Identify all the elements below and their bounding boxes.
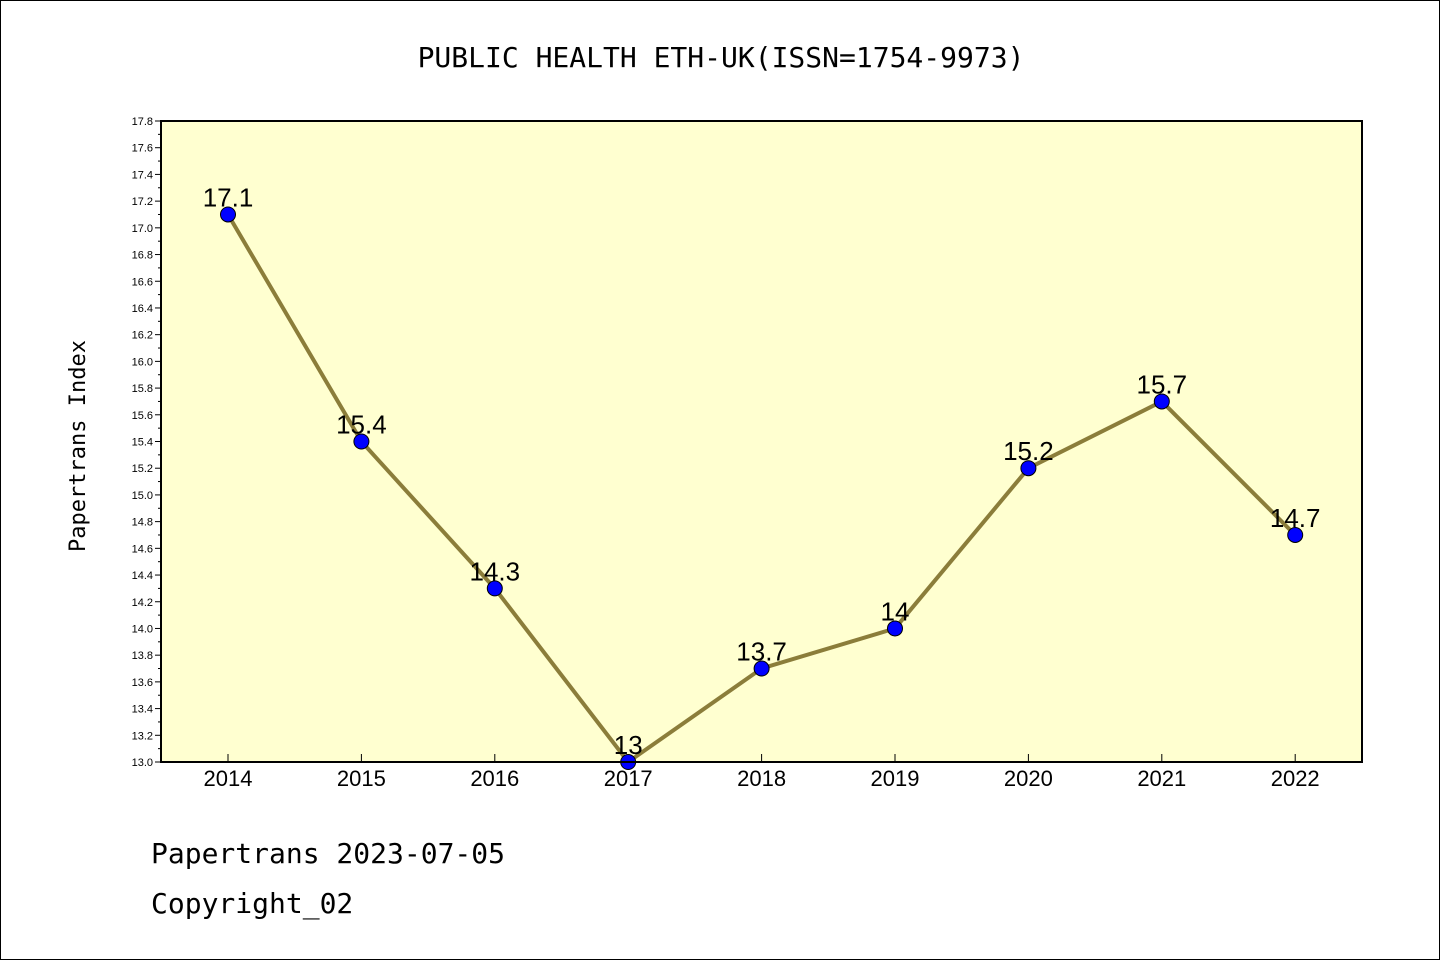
y-tick-label: 17.4 bbox=[132, 169, 153, 181]
y-tick-label: 16.2 bbox=[132, 330, 153, 342]
data-point bbox=[353, 433, 370, 450]
y-tick-label: 15.6 bbox=[132, 410, 153, 422]
y-tick-label: 17.8 bbox=[132, 116, 153, 128]
plot-border bbox=[160, 120, 1363, 763]
y-tick-label: 15.4 bbox=[132, 437, 153, 449]
chart-title: PUBLIC HEALTH ETH-UK(ISSN=1754-9973) bbox=[418, 41, 1025, 74]
data-label: 15.7 bbox=[1136, 369, 1187, 399]
data-point bbox=[1287, 526, 1304, 543]
y-tick-label: 14.4 bbox=[132, 570, 153, 582]
data-point bbox=[1153, 393, 1170, 410]
y-tick-label: 16.8 bbox=[132, 250, 153, 262]
data-label: 15.4 bbox=[336, 410, 387, 440]
y-tick-label: 15.2 bbox=[132, 463, 153, 475]
y-tick-label: 16.0 bbox=[132, 356, 153, 368]
y-tick-label: 17.0 bbox=[132, 223, 153, 235]
y-tick-label: 17.2 bbox=[132, 196, 153, 208]
x-tick-label: 2022 bbox=[1271, 766, 1320, 791]
footer-date: Papertrans 2023-07-05 bbox=[151, 837, 506, 870]
data-label: 15.2 bbox=[1003, 436, 1054, 466]
data-labels: 17.1 15.4 14.3 13 13.7 14 15.2 15.7 14.7 bbox=[203, 182, 1321, 760]
data-point bbox=[1020, 460, 1037, 477]
x-tick-label: 2014 bbox=[204, 766, 253, 791]
y-tick-label: 13.6 bbox=[132, 677, 153, 689]
y-tick-label: 14.2 bbox=[132, 597, 153, 609]
data-point bbox=[753, 660, 770, 677]
x-tick-label: 2017 bbox=[604, 766, 653, 791]
y-tick-label: 16.4 bbox=[132, 303, 153, 315]
data-point bbox=[887, 620, 903, 637]
y-tick-label: 15.8 bbox=[132, 383, 153, 395]
y-axis: 13.0 13.2 13.4 13.6 13.8 14.0 14.2 14.4 14.6 14.8… bbox=[132, 116, 162, 769]
y-tick-label: 14.8 bbox=[132, 517, 153, 529]
y-tick-label: 14.0 bbox=[132, 623, 153, 635]
y-tick-label: 13.0 bbox=[132, 757, 153, 769]
data-label: 13.7 bbox=[736, 637, 787, 667]
y-tick-label: 13.2 bbox=[132, 730, 153, 742]
x-tick-label: 2019 bbox=[871, 766, 920, 791]
x-tick-label: 2021 bbox=[1137, 766, 1186, 791]
y-axis-label: Papertrans Index bbox=[66, 340, 91, 552]
data-label: 13 bbox=[614, 730, 643, 760]
y-tick-label: 13.4 bbox=[132, 704, 153, 716]
y-tick-label: 16.6 bbox=[132, 276, 153, 288]
series-papertrans-index bbox=[220, 206, 1304, 770]
x-tick-label: 2020 bbox=[1004, 766, 1053, 791]
data-label: 14 bbox=[881, 596, 910, 626]
footer-copyright: Copyright_02 bbox=[151, 887, 354, 920]
y-tick-label: 14.6 bbox=[132, 543, 153, 555]
data-point bbox=[486, 580, 503, 597]
x-tick-label: 2016 bbox=[470, 766, 519, 791]
x-tick-label: 2015 bbox=[337, 766, 386, 791]
data-label: 14.3 bbox=[469, 556, 520, 586]
data-point bbox=[220, 206, 236, 223]
y-tick-label: 15.0 bbox=[132, 490, 153, 502]
data-label: 17.1 bbox=[203, 182, 254, 212]
data-label: 14.7 bbox=[1270, 503, 1321, 533]
x-axis: 2014 2015 2016 2017 2018 2019 2020 2021 2022 bbox=[204, 754, 1320, 791]
y-tick-label: 13.8 bbox=[132, 650, 153, 662]
y-tick-label: 17.6 bbox=[132, 143, 153, 155]
x-tick-label: 2018 bbox=[737, 766, 786, 791]
